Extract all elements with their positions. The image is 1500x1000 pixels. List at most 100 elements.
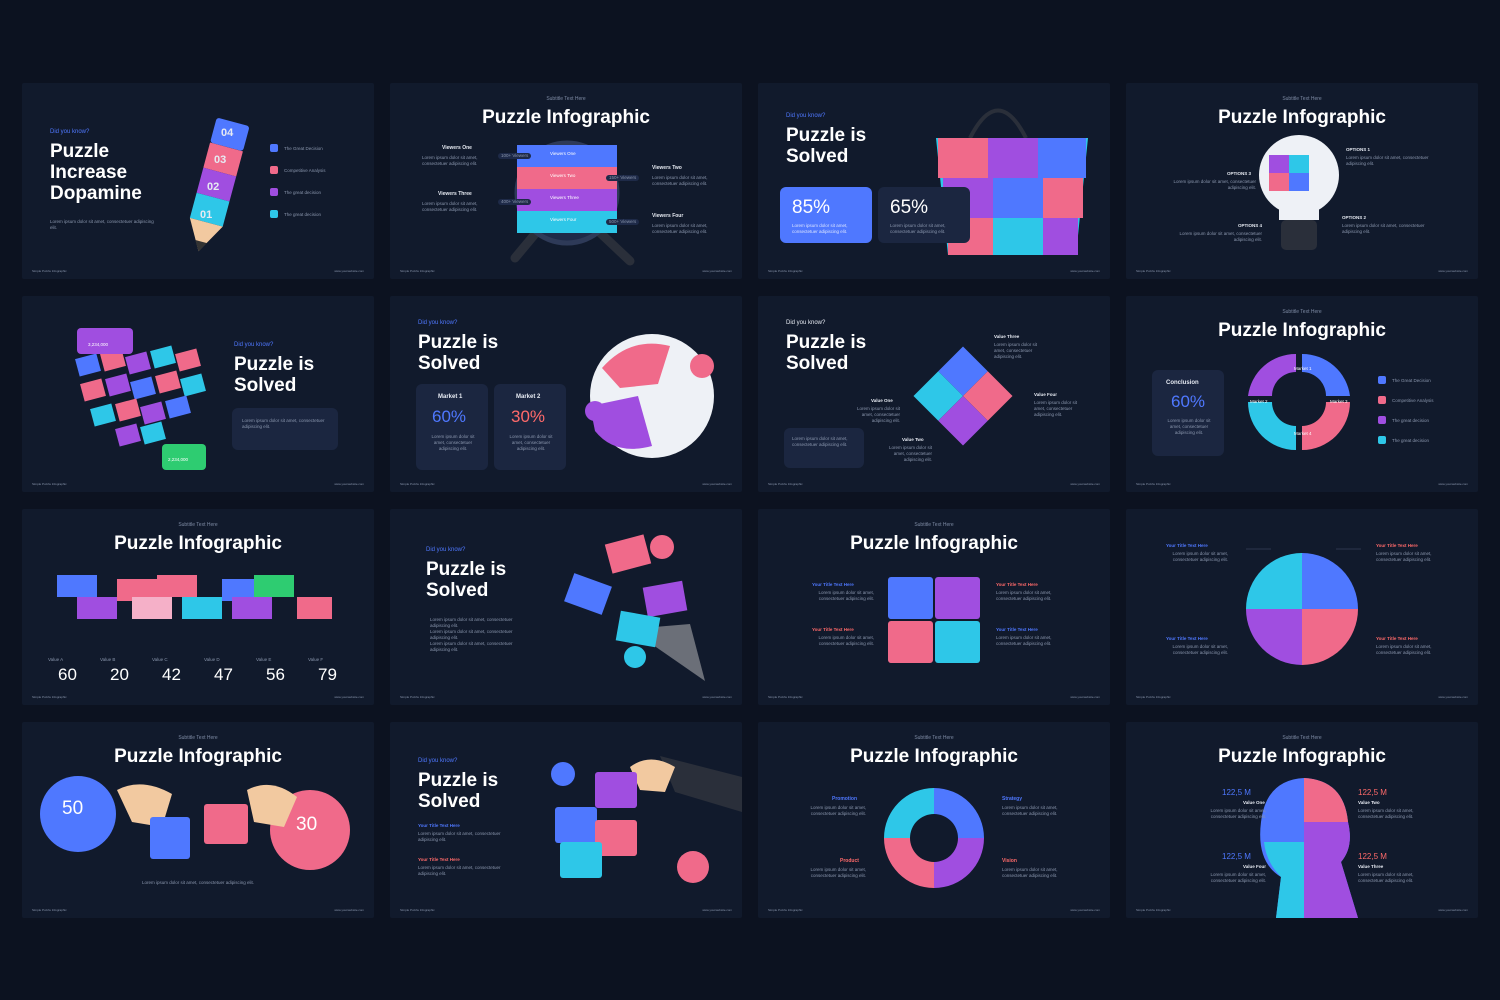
footer-left: Simple Puzzle Infographic <box>1136 482 1171 486</box>
slide-thumbnail[interactable]: Subtitle Text Here Puzzle Infographic 50… <box>22 722 374 918</box>
footer-left: Simple Puzzle Infographic <box>400 908 435 912</box>
footer-right: www.yourwebsite.com <box>702 908 732 912</box>
bullet-text: Lorem ipsum dolor sit amet, consectetuer… <box>430 617 513 628</box>
slide-thumbnail[interactable]: Subtitle Text Here Puzzle Infographic OP… <box>1126 83 1478 279</box>
footer-left: Simple Puzzle Infographic <box>1136 908 1171 912</box>
point-title: Your Title Text Here <box>996 627 1038 632</box>
slide-thumbnail[interactable]: Did you know? Puzzle is Solved Lorem ips… <box>758 296 1110 492</box>
slide-thumbnail[interactable]: Did you know? Puzzle is Solved Lorem ips… <box>390 509 742 705</box>
legend-item: The great decision <box>1378 436 1429 444</box>
market-card <box>494 384 566 470</box>
footer-left: Simple Puzzle Infographic <box>1136 269 1171 273</box>
slide-thumbnail[interactable]: Subtitle Text Here Puzzle Infographic Va… <box>22 509 374 705</box>
option-text: Lorem ipsum dolor sit amet, consectetuer… <box>1173 179 1256 190</box>
value-label: Value D <box>204 657 220 662</box>
option-text: Lorem ipsum dolor sit amet, consectetuer… <box>1346 155 1429 166</box>
slide-thumbnail[interactable]: Did you know? Puzzle Increase Dopamine L… <box>22 83 374 279</box>
value-label: Value B <box>100 657 116 662</box>
segment-text: Lorem ipsum dolor sit amet, consectetuer… <box>810 867 866 878</box>
point-title: Your Title Text Here <box>418 823 460 828</box>
slide-thumbnail[interactable]: Did you know? Puzzle is Solved Market 1 … <box>390 296 742 492</box>
market-percent: 30% <box>511 407 546 426</box>
slide-thumbnail[interactable]: 3,234,000 2,234,000 Did you know? Puzzle… <box>22 296 374 492</box>
legend-item: The Great Decision <box>270 144 323 152</box>
viewer-title: Viewers One <box>442 145 472 151</box>
slide-subtitle: Subtitle Text Here <box>1282 96 1322 102</box>
footer-left: Simple Puzzle Infographic <box>32 908 67 912</box>
footer-right: www.yourwebsite.com <box>334 695 364 699</box>
viewer-text: Lorem ipsum dolor sit amet, consectetuer… <box>652 223 708 234</box>
slide-thumbnail[interactable]: Subtitle Text Here Puzzle Infographic Pr… <box>758 722 1110 918</box>
slide-title: Puzzle Infographic <box>1218 320 1386 341</box>
slide-thumbnail[interactable]: Subtitle Text Here Puzzle Infographic Vi… <box>390 83 742 279</box>
stat-card <box>878 187 970 243</box>
value-label: Value F <box>308 657 324 662</box>
step-number: 03 <box>214 154 227 166</box>
footer-left: Simple Puzzle Infographic <box>768 269 803 273</box>
value-text: Lorem ipsum dolor sit amet, consectetuer… <box>1358 808 1414 819</box>
market-text: Lorem ipsum dolor sit amet, consectetuer… <box>509 434 553 451</box>
text-card <box>784 428 864 468</box>
legend-item: Competitive Analysis <box>270 166 326 174</box>
footer-left: Simple Puzzle Infographic <box>768 482 803 486</box>
viewer-tag: 500+ Viewers <box>606 219 640 225</box>
footer-right: www.yourwebsite.com <box>1438 908 1468 912</box>
bullet-text: Lorem ipsum dolor sit amet, consectetuer… <box>430 641 513 652</box>
value-text: Lorem ipsum dolor sit amet, consectetuer… <box>994 342 1038 359</box>
value-title: Value One <box>1243 800 1265 805</box>
slide-thumbnail[interactable]: Subtitle Text Here Puzzle Infographic 12… <box>1126 722 1478 918</box>
point-title: Your Title Text Here <box>418 857 460 862</box>
slide-thumbnail[interactable]: Did you know? Puzzle is Solved Your Titl… <box>390 722 742 918</box>
footer-right: www.yourwebsite.com <box>1070 908 1100 912</box>
did-you-know-label: Did you know? <box>50 129 90 135</box>
value-text: Lorem ipsum dolor sit amet, consectetuer… <box>888 445 932 462</box>
footer-left: Simple Puzzle Infographic <box>768 695 803 699</box>
point-title: Your Title Text Here <box>812 627 854 632</box>
bar-label: Viewers Two <box>550 173 576 178</box>
slide-thumbnail[interactable]: Subtitle Text Here Puzzle Infographic Co… <box>1126 296 1478 492</box>
viewer-text: Lorem ipsum dolor sit amet, consectetuer… <box>422 155 478 166</box>
slide-thumbnail[interactable]: Did you know? Puzzle is Solved 85% Lorem… <box>758 83 1110 279</box>
market-label: Market 4 <box>1294 431 1312 436</box>
stat-text: Lorem ipsum dolor sit amet, consectetuer… <box>792 223 848 234</box>
conclusion-text: Lorem ipsum dolor sit amet, consectetuer… <box>1167 418 1211 435</box>
footer-left: Simple Puzzle Infographic <box>32 482 67 486</box>
footer-left: Simple Puzzle Infographic <box>400 695 435 699</box>
slide-title: Puzzle is Solved <box>418 770 499 812</box>
viewer-title: Viewers Three <box>438 191 472 197</box>
slide-title: Puzzle Infographic <box>114 533 282 554</box>
value-number: 20 <box>110 665 129 684</box>
footer-right: www.yourwebsite.com <box>1070 482 1100 486</box>
segment-label: Product <box>840 858 859 864</box>
slide-thumbnail[interactable]: Subtitle Text Here Puzzle Infographic Yo… <box>758 509 1110 705</box>
stat-card <box>780 187 872 243</box>
legend-item: The great decision <box>1378 416 1429 424</box>
point-title: Your Title Text Here <box>1166 543 1208 548</box>
footer-left: Simple Puzzle Infographic <box>768 908 803 912</box>
slide-thumbnail[interactable]: Your Title Text Here Lorem ipsum dolor s… <box>1126 509 1478 705</box>
footer-right: www.yourwebsite.com <box>334 908 364 912</box>
slide-title: Puzzle Infographic <box>1218 107 1386 128</box>
segment-label: Promotion <box>832 796 857 802</box>
did-you-know-label: Did you know? <box>786 113 826 119</box>
bullet-text: Lorem ipsum dolor sit amet, consectetuer… <box>430 629 513 640</box>
value-number: 42 <box>162 665 181 684</box>
footer-right: www.yourwebsite.com <box>1438 482 1468 486</box>
circle-puzzle-illustration <box>1246 548 1361 665</box>
footer-right: www.yourwebsite.com <box>1070 695 1100 699</box>
market-label: Market 3 <box>1330 399 1348 404</box>
option-text: Lorem ipsum dolor sit amet, consectetuer… <box>1342 223 1425 234</box>
did-you-know-label: Did you know? <box>234 342 274 348</box>
pencil-illustration <box>189 118 249 252</box>
hands-puzzle-illustration <box>40 776 350 870</box>
point-text: Lorem ipsum dolor sit amet, consectetuer… <box>1172 551 1228 562</box>
market-text: Lorem ipsum dolor sit amet, consectetuer… <box>431 434 475 451</box>
viewer-title: Viewers Four <box>652 213 684 219</box>
footer-left: Simple Puzzle Infographic <box>400 269 435 273</box>
point-title: Your Title Text Here <box>812 582 854 587</box>
card-text: Lorem ipsum dolor sit amet, consectetuer… <box>242 418 325 429</box>
stat-percent: 65% <box>890 197 929 218</box>
did-you-know-label: Did you know? <box>426 547 466 553</box>
lightbulb-illustration <box>1259 135 1339 250</box>
slide-body-text: Lorem ipsum dolor sit amet, consectetuer… <box>50 219 154 230</box>
